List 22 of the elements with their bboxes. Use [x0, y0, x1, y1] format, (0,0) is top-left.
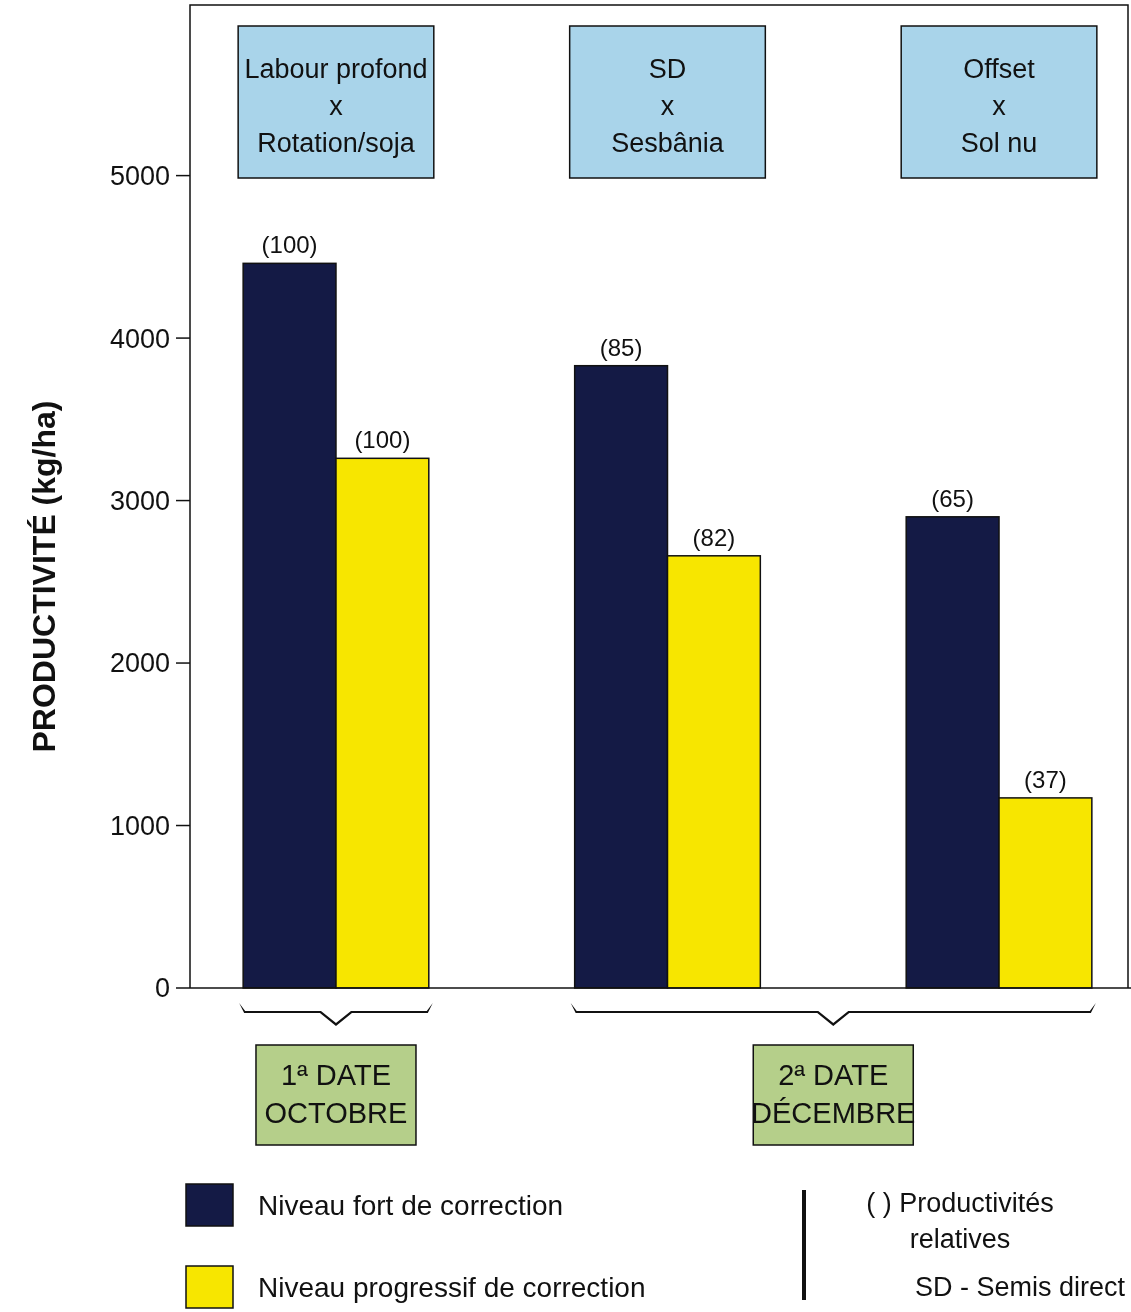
y-tick-label: 0: [154, 973, 170, 1004]
text: SD - Semis direct: [914, 1272, 1126, 1302]
annotation: (65): [931, 484, 974, 512]
x-tick-label: SD x Sesbânia: [611, 54, 725, 158]
text: ( ) Productivités relatives: [866, 1188, 1054, 1254]
annotation: (85): [599, 333, 643, 361]
y-tick-label: 1000: [109, 810, 170, 841]
legend-label: Niveau fort de correction: [258, 1189, 564, 1221]
annotation: (37): [1024, 765, 1067, 793]
text: 2ª DATE DÉCEMBRE: [751, 1059, 916, 1129]
y-tick-label: 4000: [109, 323, 170, 354]
y-axis-title: PRODUCTIVITÉ (kg/ha): [26, 400, 62, 753]
y-tick-label: 5000: [109, 161, 170, 192]
x-tick-label: Labour profond x Rotation/soja: [244, 54, 428, 158]
annotation: (82): [692, 523, 736, 551]
legend-label: Niveau progressif de correction: [258, 1271, 646, 1303]
annotation: (100): [261, 231, 318, 259]
y-tick-label: 3000: [109, 486, 170, 517]
y-tick-label: 2000: [109, 648, 170, 679]
text: 1ª DATE OCTOBRE: [264, 1059, 408, 1129]
annotation: (100): [354, 426, 411, 454]
x-tick-label: Offset x Sol nu: [960, 54, 1038, 158]
